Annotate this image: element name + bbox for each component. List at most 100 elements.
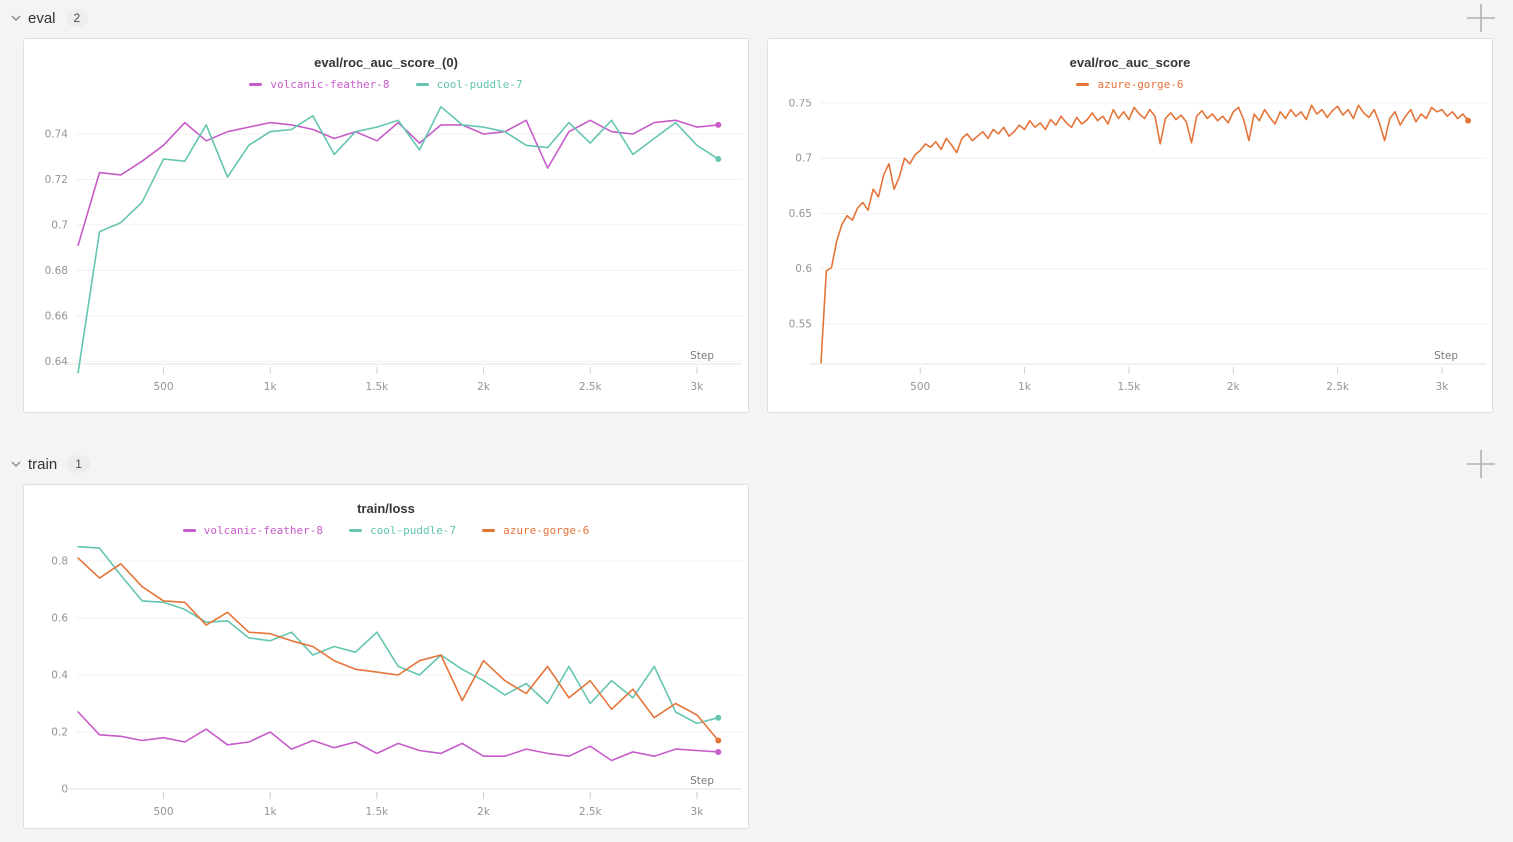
x-axis: 500 1k 1.5k 2k 2.5k 3k Step bbox=[66, 775, 742, 818]
svg-text:500: 500 bbox=[153, 381, 173, 393]
legend-swatch-icon bbox=[415, 82, 429, 86]
svg-text:2k: 2k bbox=[1227, 381, 1241, 393]
panel-row-train: train/loss volcanic-feather-8 cool-puddle… bbox=[0, 482, 1513, 829]
section-title: train bbox=[28, 455, 58, 473]
plus-icon[interactable] bbox=[1465, 448, 1497, 480]
svg-text:0.7: 0.7 bbox=[51, 219, 68, 231]
svg-text:2k: 2k bbox=[477, 806, 491, 818]
chart-canvas[interactable]: 0 0.2 0.4 0.6 0.8 500 1k 1.5k 2k 2.5k 3k Step bbox=[24, 545, 746, 829]
chart-legend: volcanic-feather-8 cool-puddle-7 azure-gor… bbox=[24, 521, 748, 539]
series-end-dot bbox=[715, 121, 722, 128]
svg-text:1k: 1k bbox=[264, 806, 278, 818]
svg-text:0.55: 0.55 bbox=[789, 318, 812, 330]
svg-text:500: 500 bbox=[153, 806, 173, 818]
legend-item: cool-puddle-7 bbox=[415, 77, 523, 91]
svg-text:0.6: 0.6 bbox=[795, 263, 812, 275]
svg-text:0.75: 0.75 bbox=[789, 99, 812, 109]
section-header-train: train 1 bbox=[0, 446, 1513, 482]
svg-text:3k: 3k bbox=[691, 381, 705, 393]
svg-text:2.5k: 2.5k bbox=[1326, 381, 1350, 393]
section-train: train 1 train/loss volcanic-feather-8 coo… bbox=[0, 446, 1513, 829]
svg-text:500: 500 bbox=[910, 381, 930, 393]
chart-canvas-wrap: 0.55 0.6 0.65 0.7 0.75 500 1k 1.5k 2k 2.5k 3k Step bbox=[768, 97, 1492, 412]
svg-text:0.64: 0.64 bbox=[45, 356, 69, 368]
series-end-dot bbox=[715, 714, 722, 721]
svg-text:0.8: 0.8 bbox=[51, 555, 68, 567]
svg-text:0.72: 0.72 bbox=[45, 174, 68, 186]
gridlines: 0.64 0.66 0.68 0.7 0.72 0.74 bbox=[45, 128, 742, 368]
x-axis: 500 1k 1.5k 2k 2.5k 3k Step bbox=[66, 350, 742, 393]
svg-text:0: 0 bbox=[61, 784, 68, 796]
x-axis: 500 1k 1.5k 2k 2.5k 3k Step bbox=[810, 350, 1486, 393]
section-title: eval bbox=[28, 9, 56, 27]
legend-swatch-icon bbox=[349, 528, 363, 532]
x-axis-label: Step bbox=[1434, 350, 1458, 362]
legend-item: azure-gorge-6 bbox=[482, 524, 589, 537]
x-axis-label: Step bbox=[690, 775, 714, 787]
legend-item: volcanic-feather-8 bbox=[249, 77, 390, 91]
chart-panel-roc-auc-score[interactable]: eval/roc_auc_score azure-gorge-6 0.55 0.6… bbox=[767, 38, 1493, 413]
legend-item: cool-puddle-7 bbox=[349, 524, 456, 537]
chart-title: eval/roc_auc_score_(0) bbox=[314, 55, 458, 70]
series-cool-puddle-7 bbox=[77, 105, 722, 374]
chevron-down-icon[interactable] bbox=[8, 10, 24, 26]
legend-item: volcanic-feather-8 bbox=[182, 523, 324, 537]
series-end-dot bbox=[715, 748, 722, 755]
svg-text:1k: 1k bbox=[1018, 381, 1032, 393]
chart-legend: azure-gorge-6 bbox=[768, 75, 1492, 93]
x-axis-label: Step bbox=[690, 350, 714, 362]
plus-icon[interactable] bbox=[1465, 2, 1497, 34]
series-azure-gorge-6 bbox=[77, 557, 722, 744]
svg-text:1.5k: 1.5k bbox=[1118, 381, 1142, 393]
svg-text:2.5k: 2.5k bbox=[579, 806, 603, 818]
chart-canvas-wrap: 0 0.2 0.4 0.6 0.8 500 1k 1.5k 2k 2.5k 3k Step bbox=[24, 545, 748, 829]
gridlines: 0.55 0.6 0.65 0.7 0.75 bbox=[789, 97, 1486, 330]
section-eval: eval 2 eval/roc_auc_score_(0) volcanic-f… bbox=[0, 0, 1513, 413]
chart-title: eval/roc_auc_score bbox=[1069, 55, 1191, 70]
series-end-dot bbox=[1465, 117, 1472, 124]
svg-text:3k: 3k bbox=[1436, 381, 1450, 393]
chart-legend: volcanic-feather-8 cool-puddle-7 bbox=[24, 75, 748, 93]
legend-swatch-icon bbox=[482, 528, 496, 532]
gridlines: 0 0.2 0.4 0.6 0.8 bbox=[51, 555, 742, 796]
svg-text:0.66: 0.66 bbox=[45, 310, 69, 322]
svg-text:0.65: 0.65 bbox=[789, 208, 812, 220]
legend-run-name: volcanic-feather-8 bbox=[203, 523, 324, 537]
series-cool-puddle-7 bbox=[77, 545, 722, 725]
svg-text:0.2: 0.2 bbox=[51, 726, 68, 738]
chart-canvas[interactable]: 0.55 0.6 0.65 0.7 0.75 500 1k 1.5k 2k 2.5k 3k Step bbox=[768, 97, 1490, 411]
legend-run-name: cool-puddle-7 bbox=[436, 77, 523, 91]
svg-text:3k: 3k bbox=[691, 806, 705, 818]
panel-count-badge: 2 bbox=[65, 9, 89, 27]
svg-text:0.4: 0.4 bbox=[51, 669, 68, 681]
svg-text:1k: 1k bbox=[264, 381, 278, 393]
section-header-eval: eval 2 bbox=[0, 0, 1513, 36]
svg-text:0.7: 0.7 bbox=[795, 153, 812, 165]
series-azure-gorge-6 bbox=[820, 104, 1472, 364]
legend-swatch-icon bbox=[182, 528, 196, 532]
legend-run-name: azure-gorge-6 bbox=[503, 523, 590, 537]
chevron-down-icon[interactable] bbox=[8, 456, 24, 472]
legend-swatch-icon bbox=[1076, 82, 1090, 86]
legend-run-name: volcanic-feather-8 bbox=[270, 77, 390, 91]
svg-text:2k: 2k bbox=[477, 381, 491, 393]
series-volcanic-feather-8 bbox=[77, 119, 722, 247]
chart-canvas[interactable]: 0.64 0.66 0.68 0.7 0.72 0.74 500 1k 1.5k 2k 2.5k 3k… bbox=[24, 99, 746, 411]
panel-row-eval: eval/roc_auc_score_(0) volcanic-feather-… bbox=[0, 36, 1513, 413]
panel-count-badge: 1 bbox=[67, 455, 90, 473]
chart-canvas-wrap: 0.64 0.66 0.68 0.7 0.72 0.74 500 1k 1.5k 2k 2.5k 3k… bbox=[24, 99, 748, 412]
svg-text:0.74: 0.74 bbox=[45, 128, 69, 140]
legend-item: azure-gorge-6 bbox=[1076, 78, 1184, 91]
chart-panel-roc-auc-score-0[interactable]: eval/roc_auc_score_(0) volcanic-feather-… bbox=[23, 38, 749, 413]
svg-text:1.5k: 1.5k bbox=[365, 806, 389, 818]
chart-title: train/loss bbox=[357, 501, 415, 516]
series-end-dot bbox=[715, 155, 722, 162]
legend-swatch-icon bbox=[249, 82, 263, 86]
svg-text:1.5k: 1.5k bbox=[365, 381, 389, 393]
series-end-dot bbox=[715, 737, 722, 744]
svg-text:0.68: 0.68 bbox=[45, 265, 68, 277]
svg-text:2.5k: 2.5k bbox=[579, 381, 603, 393]
chart-panel-train-loss[interactable]: train/loss volcanic-feather-8 cool-puddle… bbox=[23, 484, 749, 829]
legend-run-name: cool-puddle-7 bbox=[370, 523, 457, 537]
svg-text:0.6: 0.6 bbox=[51, 612, 68, 624]
